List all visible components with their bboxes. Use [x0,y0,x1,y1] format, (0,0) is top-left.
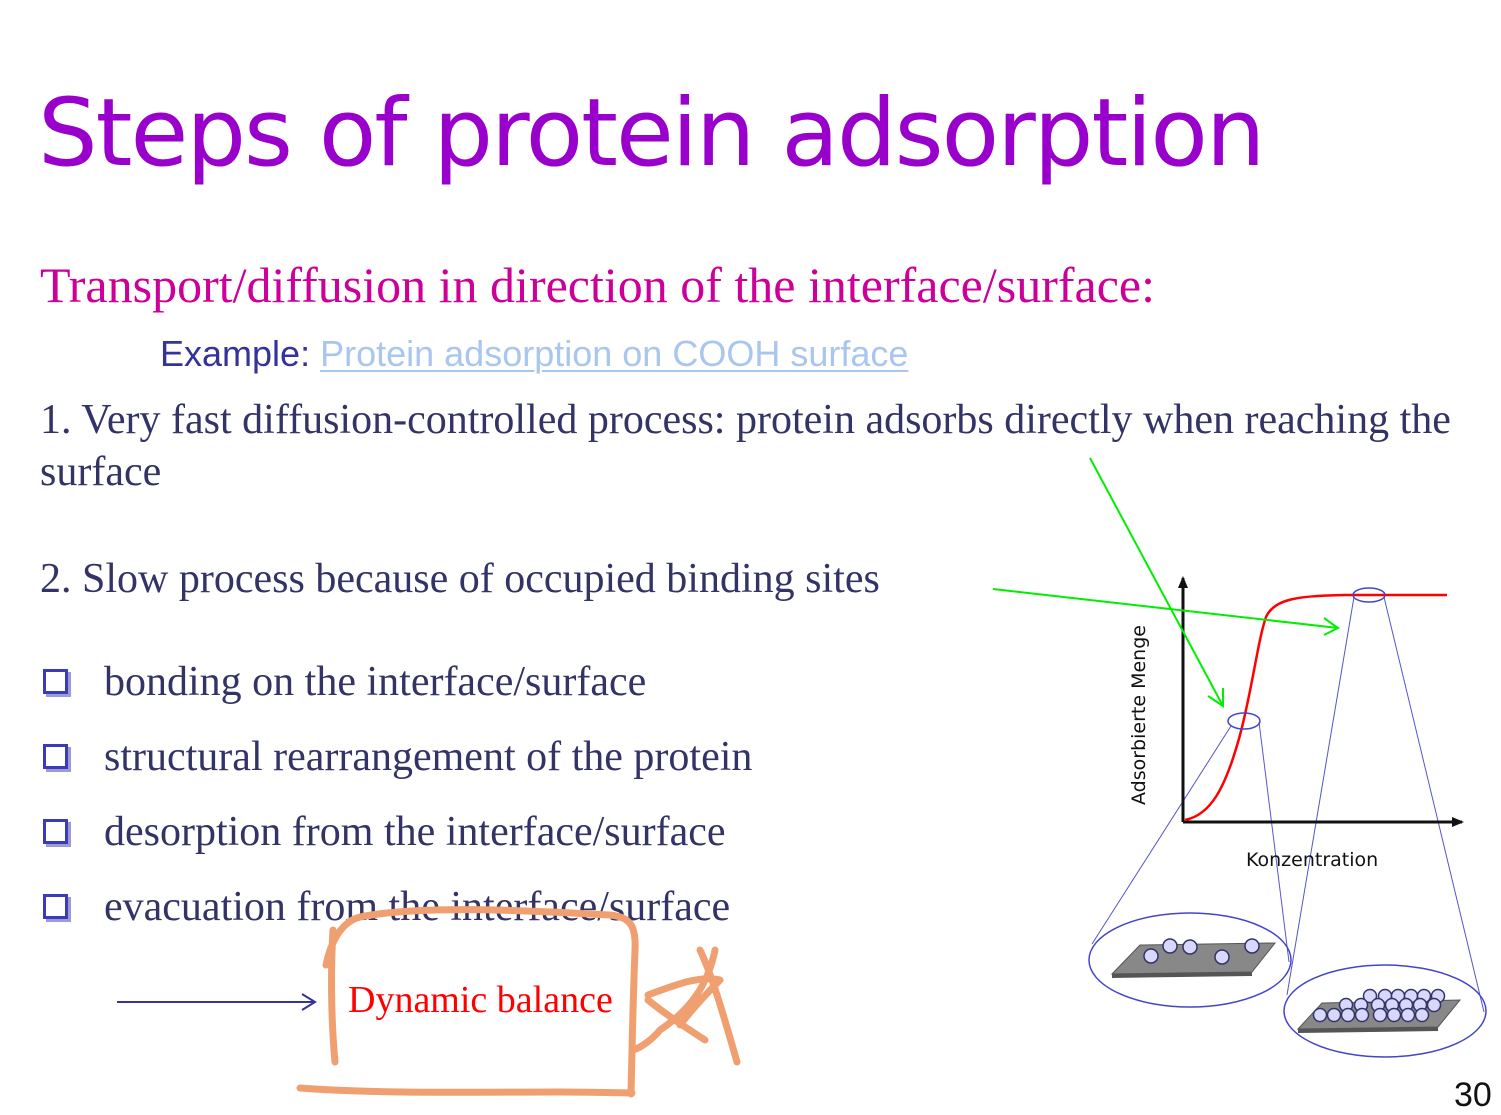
example-line: Example: Protein adsorption on COOH surf… [160,332,908,375]
list-item: bonding on the interface/surface [40,644,752,719]
substeps-list: bonding on the interface/surface structu… [40,644,752,944]
magnifier-spot-plateau [1352,587,1386,603]
page-number: 30 [1454,1076,1492,1114]
hand-drawn-box [296,906,639,1098]
list-item-text: desorption from the interface/surface [104,808,726,855]
hand-drawn-star [629,946,741,1066]
checkbox-bullet-icon [43,894,68,919]
x-axis-label: Konzentration [1246,849,1378,871]
checkbox-bullet-icon [43,744,68,769]
magnifier-spot-low [1227,712,1261,730]
example-link[interactable]: Protein adsorption on COOH surface [320,333,909,374]
zoom-low-coverage [1088,912,1292,1008]
checkbox-bullet-icon [43,819,68,844]
pointer-arrows [992,457,1340,708]
list-item: structural rearrangement of the protein [40,719,752,794]
isotherm-curve [1184,593,1447,822]
step-1-text: 1. Very fast diffusion-controlled proces… [40,397,1451,495]
zoom-full-coverage [1283,964,1487,1058]
section-subheading: Transport/diffusion in direction of the … [40,257,1155,313]
balance-arrow [117,993,317,1011]
slide-title: Steps of protein adsorption [38,79,1266,188]
list-item-text: bonding on the interface/surface [104,658,647,705]
dynamic-balance-label: Dynamic balance [348,979,613,1021]
y-axis-label: Adsorbierte Menge [1128,625,1150,805]
list-item: desorption from the interface/surface [40,794,752,869]
example-label: Example: [160,333,311,374]
list-item-text: structural rearrangement of the protein [104,733,753,780]
magnifier-lines [1091,596,1485,1013]
step-2-text: 2. Slow process because of occupied bind… [40,556,880,602]
checkbox-bullet-icon [43,669,68,694]
